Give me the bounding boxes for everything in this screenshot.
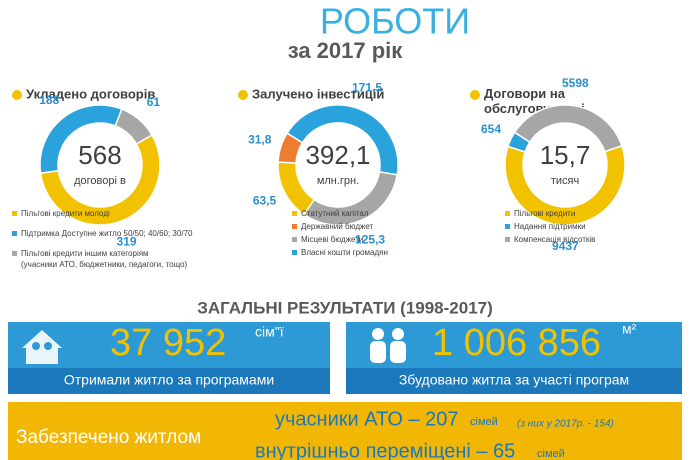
legend-swatch [505,211,510,216]
donut-slice [114,108,153,146]
family-icon [22,330,62,364]
result-value: 37 952 [110,322,226,364]
donut-slice [39,133,161,226]
legend-swatch [292,237,297,242]
legend-swatch [292,250,297,255]
legend-label: Статутний капітал [301,209,369,218]
result-unit: сім"ї [255,324,284,340]
banner-note: (з них у 2017р. - 154) [517,419,614,430]
donut-slice [277,132,304,164]
title-bullet [470,90,480,100]
chart-title: Укладено договорів [26,86,155,101]
donut-slice [504,144,626,226]
legend-line: (учасники АТО, бюджетники, педагоги, тощ… [21,260,188,269]
title: РОБОТИ [320,1,470,42]
legend-swatch [505,224,510,229]
legend-label: Надання підтримки [514,222,586,231]
center-value: 568 [78,140,121,170]
result-box [8,322,330,368]
result-caption-bg [8,368,330,394]
legend-swatch [505,237,510,242]
legend-label: Державний бюджет [301,222,374,231]
center-value: 392,1 [305,140,370,170]
legend-label: Пільгові кредити [514,209,575,218]
value-label: 63,5 [253,194,277,208]
result-caption-bg [346,368,682,394]
legend-swatch [292,211,297,216]
value-label: 9437 [552,239,579,253]
banner-label: Забезпечено житлом [16,427,201,448]
legend-label: Пільгові кредити іншим категоріям (учасни… [21,249,188,269]
chart-title: Залучено інвестицій [252,86,384,101]
center-unit: млн.грн. [317,175,359,187]
banner-line: внутрішньо переміщені – 65 [255,440,515,460]
title-line: Договори на [484,86,566,101]
legend-label: Власні кошти громадян [301,248,388,257]
center-unit: тисяч [551,175,579,187]
banner-unit: сімей [470,416,498,428]
banner [8,402,682,460]
result-caption: Збудовано житла за участі програм [399,372,629,388]
legend-swatch [12,251,17,256]
legend-label: Місцеві бюджети [301,235,363,244]
title-bullet [12,90,22,100]
banner-line: учасники АТО – 207 [275,408,459,430]
legend-swatch [12,231,17,236]
value-label: 188 [39,93,59,107]
value-label: 31,8 [248,133,272,147]
people-icon [370,328,406,363]
banner-unit: сімей [537,448,565,460]
result-unit: м² [622,321,637,337]
legend-swatch [292,224,297,229]
legend-swatch [12,211,17,216]
subtitle: за 2017 рік [288,38,404,63]
value-label: 5598 [562,76,589,90]
center-unit: договорі в [74,175,126,187]
legend-label: Компенсація відсотків [514,235,595,244]
value-label: 654 [481,122,501,136]
value-label: 171,5 [352,80,382,94]
legend-label: Пільгові кредити молоді [21,209,110,218]
center-value: 15,7 [540,140,591,170]
value-label: 319 [117,235,137,249]
legend-label: Підтримка Доступне житло 50/50; 40/60; 3… [21,229,193,238]
legend-line: Пільгові кредити іншим категоріям [21,249,149,258]
value-label: 61 [147,95,161,109]
result-value: 1 006 856 [432,322,601,364]
title-bullet [238,90,248,100]
results-title: ЗАГАЛЬНІ РЕЗУЛЬТАТИ (1998-2017) [197,298,493,317]
result-caption: Отримали житло за програмами [64,372,274,388]
value-label: 125,3 [355,233,385,247]
